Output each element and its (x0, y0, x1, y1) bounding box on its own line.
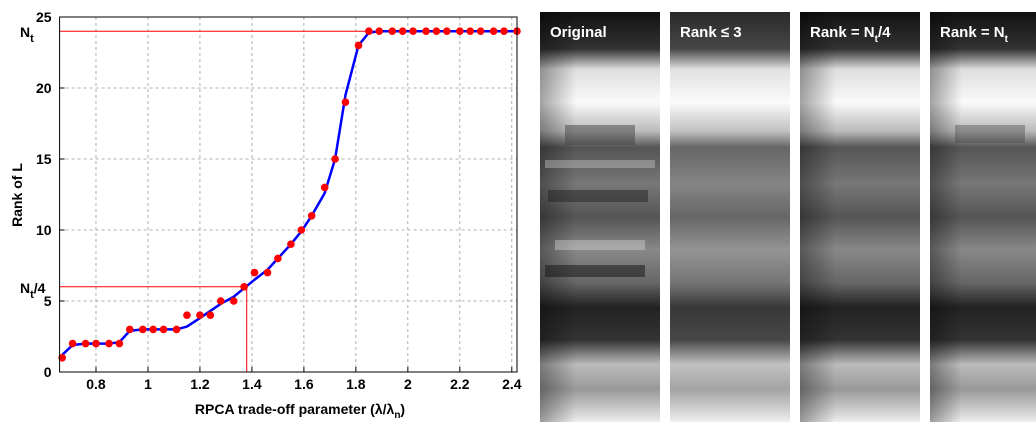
data-point (355, 42, 363, 50)
reference-label-part: t (30, 33, 34, 45)
data-point (342, 98, 350, 106)
x-tick-label: 1.6 (294, 376, 314, 392)
data-point (409, 27, 417, 35)
reference-label-part: N (20, 280, 30, 296)
data-point (251, 269, 259, 277)
data-point (82, 340, 90, 348)
data-point (264, 269, 272, 277)
data-point (149, 326, 157, 334)
panel-original: Original (540, 12, 660, 422)
data-point (477, 27, 485, 35)
data-point (217, 297, 225, 305)
data-point (308, 212, 316, 220)
x-tick-label: 2.2 (450, 376, 470, 392)
y-tick-label: 25 (36, 9, 52, 25)
x-axis-label: RPCA trade-off parameter (λ/λn) (195, 401, 405, 421)
data-point (443, 27, 451, 35)
data-point (230, 297, 238, 305)
panel-rank-nt4: Rank = Nt/4 (800, 12, 920, 422)
data-point (456, 27, 464, 35)
y-tick-label: 10 (36, 222, 52, 238)
data-point (297, 226, 305, 234)
data-point (173, 326, 181, 334)
data-point (126, 326, 134, 334)
data-point (207, 311, 215, 319)
y-tick-label: 15 (36, 151, 52, 167)
panel-rank-nt: Rank = Nt (930, 12, 1036, 422)
data-point (365, 27, 373, 35)
reference-label-part: N (20, 24, 30, 40)
data-point (388, 27, 396, 35)
data-point (92, 340, 100, 348)
data-point (466, 27, 474, 35)
reference-label: Nt/4 (20, 280, 46, 301)
data-point (183, 311, 191, 319)
data-point (160, 326, 168, 334)
x-tick-label: 1.4 (242, 376, 262, 392)
data-point (321, 184, 329, 192)
data-point (69, 340, 77, 348)
x-tick-label: 2.4 (502, 376, 522, 392)
data-point (399, 27, 407, 35)
data-point (116, 340, 124, 348)
data-point (500, 27, 508, 35)
y-axis-label: Rank of L (9, 163, 25, 227)
panel-title: Rank ≤ 3 (680, 24, 742, 41)
x-tick-label: 2 (404, 376, 412, 392)
data-point (287, 240, 295, 248)
reference-label-part: /4 (34, 280, 46, 296)
panel-title: Original (550, 24, 607, 41)
data-point (331, 155, 339, 163)
data-point (375, 27, 383, 35)
x-tick-label: 1 (144, 376, 152, 392)
page: Original Rank ≤ 3 Rank = Nt/4 Rank = Nt … (0, 0, 1036, 422)
data-point (139, 326, 147, 334)
x-tick-label: 1.2 (190, 376, 210, 392)
data-point (490, 27, 498, 35)
data-point (196, 311, 204, 319)
x-tick-label: 1.8 (346, 376, 366, 392)
data-point (240, 283, 248, 291)
y-tick-label: 0 (44, 364, 52, 380)
reference-label: Nt (20, 24, 34, 45)
data-point (422, 27, 430, 35)
y-tick-label: 20 (36, 80, 52, 96)
x-tick-label: 0.8 (86, 376, 106, 392)
plot-area (60, 17, 517, 372)
data-point (274, 255, 282, 263)
data-point (433, 27, 441, 35)
panel-rank3: Rank ≤ 3 (670, 12, 790, 422)
data-point (105, 340, 113, 348)
